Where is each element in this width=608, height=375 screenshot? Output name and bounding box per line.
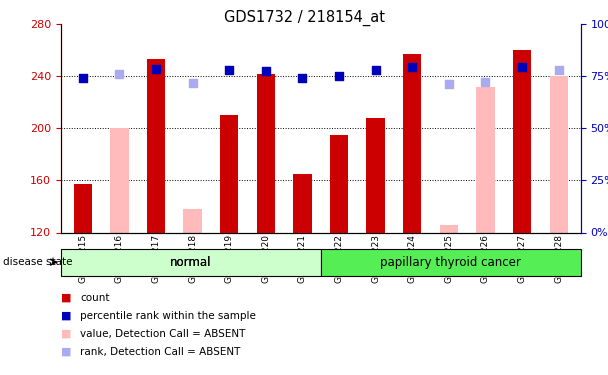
Bar xyxy=(293,174,311,232)
Point xyxy=(151,66,161,72)
Bar xyxy=(61,249,321,276)
Text: ■: ■ xyxy=(61,347,71,357)
Point xyxy=(517,64,527,70)
Point xyxy=(261,68,271,74)
Text: normal: normal xyxy=(170,256,212,268)
Point xyxy=(114,71,124,77)
Text: disease state: disease state xyxy=(3,257,72,267)
Point xyxy=(407,64,417,70)
Text: rank, Detection Call = ABSENT: rank, Detection Call = ABSENT xyxy=(80,347,241,357)
Text: count: count xyxy=(80,293,110,303)
Text: value, Detection Call = ABSENT: value, Detection Call = ABSENT xyxy=(80,329,246,339)
Text: ■: ■ xyxy=(61,329,71,339)
Text: papillary thyroid cancer: papillary thyroid cancer xyxy=(380,256,521,268)
Bar xyxy=(74,184,92,232)
Point xyxy=(444,81,454,87)
Point xyxy=(224,67,234,73)
Text: ■: ■ xyxy=(61,293,71,303)
Bar xyxy=(550,76,568,232)
Point xyxy=(334,74,344,80)
Point xyxy=(480,79,490,85)
Bar xyxy=(110,128,128,232)
Bar xyxy=(403,54,421,232)
Bar xyxy=(476,87,495,232)
Bar xyxy=(147,60,165,232)
Text: ■: ■ xyxy=(61,311,71,321)
Point xyxy=(78,75,88,81)
Bar xyxy=(184,209,202,232)
Bar xyxy=(321,249,581,276)
Bar xyxy=(330,135,348,232)
Point xyxy=(371,67,381,73)
Bar xyxy=(367,118,385,232)
Bar xyxy=(220,116,238,232)
Point xyxy=(188,80,198,86)
Point xyxy=(297,75,307,81)
Bar xyxy=(440,225,458,232)
Bar xyxy=(257,74,275,232)
Text: GDS1732 / 218154_at: GDS1732 / 218154_at xyxy=(224,9,384,26)
Text: percentile rank within the sample: percentile rank within the sample xyxy=(80,311,256,321)
Text: normal: normal xyxy=(170,256,212,268)
Point xyxy=(554,67,564,73)
Bar xyxy=(513,50,531,232)
